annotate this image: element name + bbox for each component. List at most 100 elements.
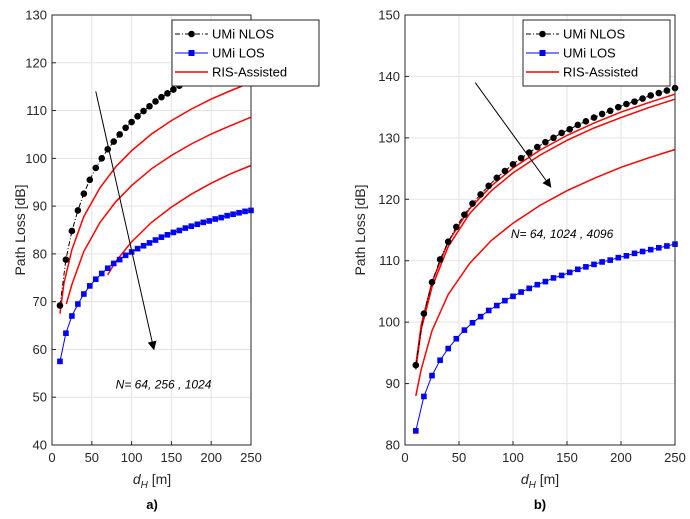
legend-label-los: UMi LOS: [212, 46, 265, 61]
data-point-los: [140, 242, 147, 249]
y-tick-label: 80: [33, 246, 47, 261]
data-point-los: [558, 272, 565, 279]
series-line-ris: [415, 148, 676, 397]
data-point-los: [182, 225, 189, 231]
annotation-arrow: [95, 91, 157, 351]
data-point-los: [81, 291, 87, 297]
data-point-nlos: [485, 182, 493, 190]
data-point-los: [534, 281, 541, 288]
data-point-los: [453, 335, 460, 342]
legend-label-los: UMi LOS: [563, 46, 616, 61]
y-tick-label: 100: [378, 315, 400, 330]
data-point-nlos: [509, 160, 517, 168]
y-tick-label: 40: [33, 438, 47, 453]
chart-panel-a: 0 50 100 150 200 250405060708090100110120130 …: [12, 8, 320, 512]
data-point-los: [656, 245, 662, 251]
data-point-nlos: [517, 154, 525, 162]
data-point-los: [575, 266, 581, 273]
data-point-los: [69, 313, 75, 319]
data-point-nlos: [663, 87, 671, 94]
data-point-los: [566, 269, 573, 276]
data-point-los: [607, 257, 613, 263]
data-point-nlos: [146, 102, 153, 110]
data-point-nlos: [623, 100, 630, 108]
y-tick-label: 50: [33, 390, 47, 405]
data-point-nlos: [110, 138, 117, 145]
data-point-los: [218, 214, 224, 221]
data-point-los: [526, 285, 532, 292]
legend-label-ris: RIS-Assisted: [563, 65, 638, 80]
data-point-nlos: [436, 256, 444, 263]
y-tick-label: 70: [33, 294, 47, 309]
data-point-los: [510, 293, 516, 300]
series-line-ris: [415, 98, 676, 370]
data-point-nlos: [631, 98, 638, 105]
y-axis-label: Path Loss [dB]: [12, 184, 28, 275]
data-point-los: [477, 313, 484, 320]
data-point-nlos: [116, 131, 123, 138]
data-point-los: [413, 428, 419, 434]
legend-label-ris: RIS-Assisted: [212, 65, 287, 80]
data-point-los: [75, 301, 81, 307]
plot-frame: [404, 14, 676, 446]
data-point-nlos: [469, 200, 476, 207]
legend-label-nlos: UMi NLOS: [212, 27, 274, 42]
legend-marker-los: [539, 50, 546, 56]
data-point-nlos: [453, 223, 460, 231]
data-point-los: [437, 357, 443, 364]
data-point-los: [639, 248, 646, 255]
data-point-los: [194, 221, 201, 228]
series-line-ris: [59, 81, 252, 314]
data-point-nlos: [574, 121, 582, 129]
x-axis-label: dH [m]: [521, 471, 559, 491]
x-tick-label: 250: [664, 450, 686, 465]
data-point-nlos: [501, 167, 509, 175]
data-point-nlos: [164, 90, 171, 97]
legend-marker-los: [188, 50, 195, 56]
data-point-nlos: [98, 155, 106, 162]
data-point-los: [469, 319, 476, 326]
y-tick-label: 90: [33, 199, 47, 214]
data-point-nlos: [582, 117, 590, 125]
data-point-nlos: [62, 256, 70, 263]
y-tick-label: 110: [26, 103, 47, 118]
data-point-nlos: [558, 129, 565, 137]
x-tick-label: 200: [200, 450, 222, 465]
data-point-nlos: [128, 118, 135, 126]
data-point-nlos: [122, 124, 129, 132]
data-point-los: [224, 212, 230, 219]
x-tick-label: 100: [121, 450, 143, 465]
y-tick-label: 150: [378, 8, 400, 23]
data-point-los: [591, 261, 597, 268]
annotation-arrow: [474, 82, 552, 188]
data-point-nlos: [566, 125, 573, 133]
data-point-nlos: [80, 190, 88, 197]
chart-panel-b: 0 50 100 150 200 250 80 90 100 110 120 130 140 150 Pa…: [352, 8, 686, 513]
data-point-los: [158, 234, 165, 240]
x-tick-label: 150: [161, 450, 183, 465]
annotation-text: N= 64, 1024 , 4096: [511, 227, 614, 241]
data-point-los: [57, 358, 63, 365]
data-point-los: [134, 245, 141, 252]
data-point-los: [494, 302, 500, 309]
data-point-los: [63, 330, 69, 336]
data-point-nlos: [152, 98, 159, 105]
data-point-nlos: [420, 310, 428, 317]
data-point-los: [152, 237, 159, 243]
legend-marker-nlos: [539, 30, 546, 38]
data-point-los: [164, 231, 171, 238]
x-tick-label: 0: [401, 450, 408, 465]
data-point-nlos: [68, 227, 76, 235]
data-point-nlos: [550, 134, 557, 142]
data-point-nlos: [92, 164, 100, 172]
y-tick-label: 90: [386, 376, 400, 391]
x-tick-label: 50: [85, 450, 99, 465]
legend: UMi NLOS UMi LOS RIS-Assisted: [522, 19, 671, 87]
series-line-ris: [107, 164, 252, 276]
data-point-nlos: [525, 149, 533, 156]
x-tick-label: 0: [48, 450, 55, 465]
data-point-los: [550, 275, 557, 281]
x-tick-label: 50: [452, 450, 466, 465]
y-tick-label: 120: [25, 55, 47, 70]
legend-label-nlos: UMi NLOS: [563, 27, 625, 42]
